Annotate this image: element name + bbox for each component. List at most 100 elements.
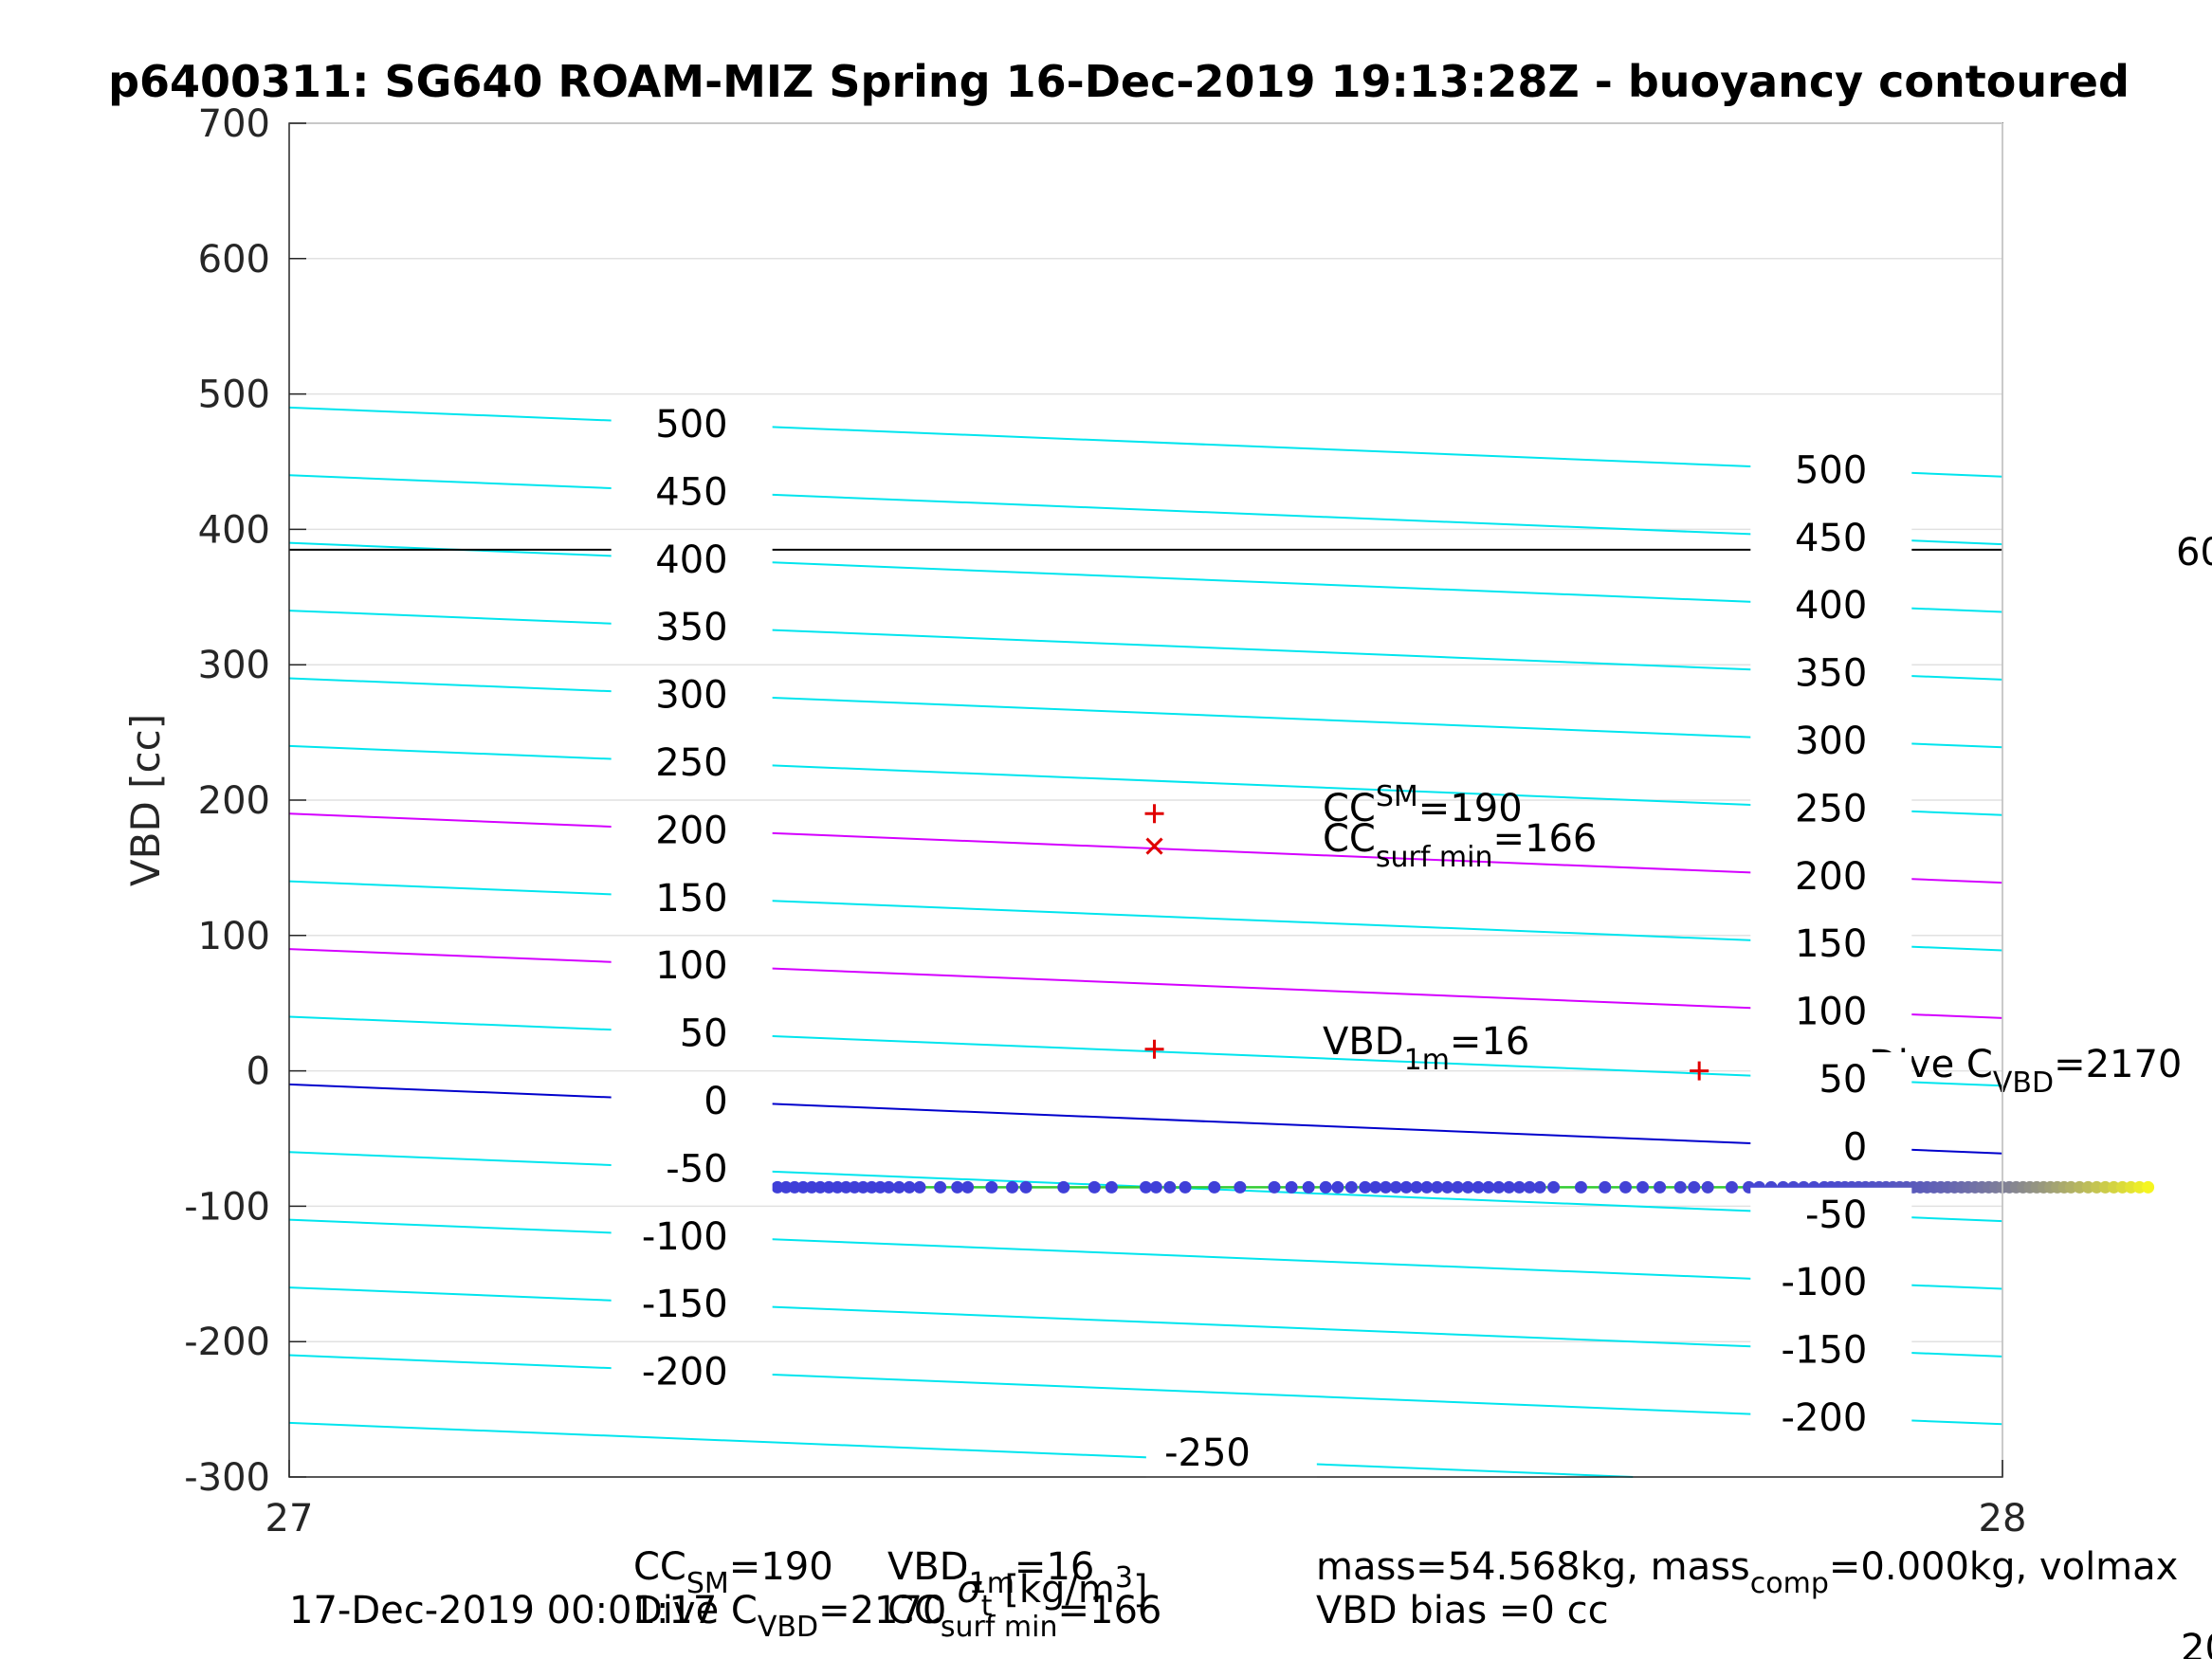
contour-line: [288, 880, 2003, 952]
contour-label-left: -100: [642, 1215, 728, 1259]
scatter-point: [1503, 1180, 1516, 1194]
contour-label-right: -150: [1782, 1329, 1868, 1373]
scatter-point: [839, 1180, 852, 1194]
scatter-point: [1319, 1180, 1332, 1194]
x-tick-label: 27: [265, 1497, 314, 1540]
contour-line: [288, 406, 2003, 478]
contour-label-left: -200: [642, 1351, 728, 1395]
marker-annotation-value: =2170: [2054, 1043, 2182, 1086]
contour-label-bg: [611, 939, 773, 993]
scatter-point: [2090, 1180, 2103, 1194]
y-tick-label: 500: [198, 374, 270, 417]
scatter-point: [822, 1180, 835, 1194]
contour-label-left: 400: [655, 538, 727, 582]
scatter-point: [985, 1180, 998, 1194]
scatter-point: [1725, 1180, 1738, 1194]
contour-label-bg: [611, 803, 773, 857]
contour-label-bg: [611, 396, 773, 450]
footer-cc-sm-sub: SM: [686, 1567, 729, 1600]
scatter-point: [951, 1180, 964, 1194]
contour-label-bg: [1750, 646, 1912, 700]
contour-label-left: 200: [655, 809, 727, 852]
marker-annotation: CCsurf min=166: [1323, 817, 1597, 874]
contour-label-right: -200: [1782, 1396, 1868, 1440]
contour-label-bg: [1750, 1120, 1912, 1174]
scatter-point: [1410, 1180, 1423, 1194]
x-axis-label-sigma: σ: [957, 1568, 982, 1612]
y-tick-label: 700: [198, 102, 270, 146]
contour-label-bg: [611, 667, 773, 721]
scatter-point: [873, 1180, 887, 1194]
marker-annotation-sub: SM: [1376, 780, 1418, 813]
marker-annotation-value: =190: [1418, 787, 1523, 830]
contour-label-left: -50: [666, 1147, 727, 1191]
footer-vbd-1m: VBD1m=16: [887, 1545, 1094, 1600]
contour-labels: -200 -150 -100 -50 0 50 100 150 200 250 300 350 400 4…: [611, 396, 1912, 1479]
contour-label-left: 50: [680, 1012, 728, 1056]
scatter-point: [1359, 1180, 1372, 1194]
y-tick-label: 300: [198, 644, 270, 687]
contour-label-right: 400: [1795, 584, 1867, 628]
contour-label-bg: [611, 870, 773, 924]
scatter-point: [1208, 1180, 1221, 1194]
y-tick-label: -300: [184, 1456, 270, 1500]
scatter-point: [1533, 1180, 1546, 1194]
scatter-point: [1451, 1180, 1464, 1194]
scatter-point: [913, 1180, 926, 1194]
marker-annotation: CCSM=190: [1323, 780, 1523, 830]
scatter-point: [1547, 1180, 1561, 1194]
contour-label-bg: [611, 1277, 773, 1331]
scatter-point: [1140, 1180, 1152, 1194]
scatter-point: [788, 1180, 801, 1194]
contour-label-left: 450: [655, 470, 727, 514]
y-tick-label: 200: [198, 779, 270, 823]
footer-dive-c-sub: VBD: [758, 1611, 818, 1644]
footer-cc-surf-label: CC: [887, 1589, 941, 1632]
scatter-point: [1379, 1180, 1392, 1194]
contour-label-right: 350: [1795, 652, 1867, 696]
contour-label-left: 250: [655, 741, 727, 785]
scatter-point: [1268, 1180, 1281, 1194]
footer-timestamp: 17-Dec-2019 00:01:17: [289, 1589, 717, 1632]
y-tick-label: 400: [198, 508, 270, 552]
x-axis-label-units: [kg/m: [993, 1568, 1115, 1612]
contour-label-bg: [1750, 510, 1912, 564]
scatter-point: [1302, 1180, 1315, 1194]
scatter-point: [2125, 1180, 2138, 1194]
scatter-point: [1179, 1180, 1192, 1194]
x-axis: 27 28: [265, 1460, 2026, 1540]
footer-vbd-bias: VBD bias =0 cc: [1316, 1589, 1609, 1632]
contour-label-bg: [1750, 1391, 1912, 1445]
x-axis-label-sub: t: [981, 1590, 993, 1623]
contour-label-bg: [1145, 1426, 1317, 1479]
contour-label-bg: [1750, 714, 1912, 768]
scatter-point: [1105, 1180, 1118, 1194]
marker-annotation-label: CC: [1323, 787, 1376, 830]
contour-label-right: 200: [1795, 855, 1867, 899]
contour-label-bottom: -250: [1164, 1431, 1251, 1475]
contour-label-bg: [611, 532, 773, 586]
y-tick-label: 0: [247, 1050, 270, 1094]
scatter-point: [1461, 1180, 1474, 1194]
scatter-point: [1420, 1180, 1434, 1194]
footer-dive-c: Dive CVBD=2170: [633, 1589, 946, 1644]
contour-lines: [288, 406, 2003, 1478]
contour-label-left: 100: [655, 944, 727, 988]
scatter-point: [814, 1180, 827, 1194]
scatter-point: [856, 1180, 869, 1194]
contour-label-right: 0: [1843, 1125, 1867, 1169]
contour-line: [288, 948, 2003, 1019]
contour-label-left: 500: [655, 403, 727, 447]
scatter-point: [2073, 1180, 2086, 1194]
contour-label-bg: [1750, 443, 1912, 497]
scatter-point: [1399, 1180, 1413, 1194]
contour-label-bg: [611, 465, 773, 519]
scatter-point: [892, 1180, 905, 1194]
contour-label-bg: [611, 1073, 773, 1127]
scatter-point: [1006, 1180, 1019, 1194]
scatter-point: [1234, 1180, 1247, 1194]
contour-label-bg: [1750, 1187, 1912, 1241]
scatter-point: [2107, 1180, 2120, 1194]
